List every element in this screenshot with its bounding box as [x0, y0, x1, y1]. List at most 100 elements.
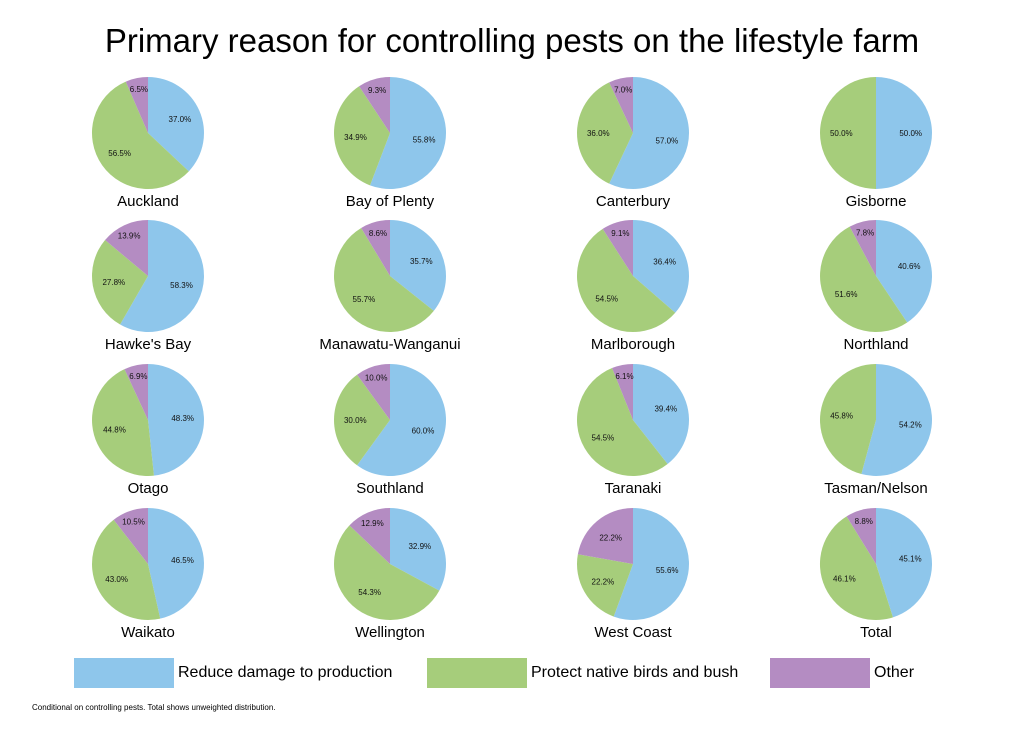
pie-slice	[609, 77, 690, 189]
pie-slice	[124, 364, 148, 420]
legend-label: Reduce damage to production	[178, 664, 393, 681]
data-label: 54.3%	[358, 588, 381, 597]
data-label: 36.0%	[587, 129, 610, 138]
legend-swatch	[427, 658, 527, 688]
pie-10: 39.4% 54.5% 6.1% Taranaki	[577, 364, 689, 497]
pie-slice	[861, 364, 933, 476]
data-label: 45.1%	[899, 555, 922, 564]
pie-slice	[120, 220, 204, 332]
pie-title: Northland	[843, 336, 908, 353]
data-label: 39.4%	[654, 405, 677, 414]
legend-swatch	[770, 658, 870, 688]
data-label: 54.2%	[899, 421, 922, 430]
data-label: 60.0%	[412, 427, 435, 436]
pie-slice	[92, 519, 161, 620]
pie-title: Wellington	[355, 624, 425, 641]
pie-slice	[334, 525, 440, 620]
data-label: 55.6%	[656, 566, 679, 575]
legend-swatch	[74, 658, 174, 688]
pie-11: 54.2% 45.8% Tasman/Nelson	[820, 364, 933, 497]
data-label: 48.3%	[171, 414, 194, 423]
pie-slice	[349, 508, 390, 564]
pie-8: 48.3% 44.8% 6.9% Otago	[92, 364, 204, 497]
data-label: 27.8%	[102, 278, 125, 287]
pie-slice	[361, 220, 390, 276]
pie-slice	[876, 508, 933, 618]
data-label: 58.3%	[170, 281, 193, 290]
pie-title: Bay of Plenty	[346, 193, 435, 210]
data-label: 9.3%	[368, 86, 386, 95]
data-label: 57.0%	[656, 137, 679, 146]
data-label: 9.1%	[611, 229, 629, 238]
pie-6: 36.4% 54.5% 9.1% Marlborough	[576, 220, 690, 353]
pie-slice	[357, 364, 447, 477]
pie-15: 45.1% 46.1% 8.8% Total	[819, 508, 933, 641]
data-label: 54.5%	[595, 295, 618, 304]
pie-slice	[334, 374, 390, 466]
data-label: 40.6%	[898, 262, 921, 271]
data-label: 34.9%	[344, 133, 367, 142]
data-label: 10.0%	[365, 373, 388, 382]
data-label: 37.0%	[169, 115, 192, 124]
pie-slice	[876, 77, 932, 189]
pie-slice	[370, 77, 447, 189]
pie-1: 55.8% 34.9% 9.3% Bay of Plenty	[334, 77, 447, 210]
pie-slice	[91, 81, 189, 190]
pie-slice	[613, 508, 689, 621]
data-label: 8.8%	[855, 517, 873, 526]
data-label: 56.5%	[108, 149, 131, 158]
pie-slice	[359, 77, 390, 133]
pie-slice	[390, 508, 447, 591]
data-label: 35.7%	[410, 257, 433, 266]
pie-slice	[820, 364, 876, 475]
pie-slice	[148, 364, 204, 476]
data-label: 7.8%	[856, 229, 874, 238]
data-label: 7.0%	[614, 85, 632, 94]
pie-2: 57.0% 36.0% 7.0% Canterbury	[577, 77, 690, 210]
legend-label: Other	[874, 664, 915, 681]
data-label: 44.8%	[103, 425, 126, 434]
pie-title: Tasman/Nelson	[824, 480, 927, 497]
pie-slice	[105, 220, 148, 276]
pie-slice	[609, 77, 633, 133]
chart-title: Primary reason for controlling pests on …	[104, 22, 920, 59]
pie-slice	[125, 77, 148, 133]
data-label: 51.6%	[835, 290, 858, 299]
pie-title: Southland	[356, 480, 424, 497]
pie-slice	[846, 508, 876, 564]
pie-title: Total	[860, 624, 892, 641]
pie-slice	[577, 368, 668, 476]
pie-slice	[819, 516, 893, 621]
data-label: 10.5%	[122, 518, 145, 527]
pie-13: 32.9% 54.3% 12.9% Wellington	[334, 508, 447, 641]
data-label: 6.9%	[129, 372, 147, 381]
data-label: 55.7%	[353, 295, 376, 304]
pie-slice	[91, 240, 148, 325]
pie-slice	[577, 507, 633, 564]
pie-title: Hawke's Bay	[105, 336, 192, 353]
pie-slice	[357, 364, 390, 420]
pie-slice	[148, 77, 204, 172]
data-label: 55.8%	[413, 135, 436, 144]
pie-0: 37.0% 56.5% 6.5% Auckland	[91, 77, 204, 210]
footnote: Conditional on controlling pests. Total …	[32, 703, 276, 712]
data-label: 22.2%	[592, 577, 615, 586]
data-label: 6.5%	[130, 85, 148, 94]
pie-title: Manawatu-Wanganui	[319, 336, 460, 353]
pie-slice	[148, 508, 204, 619]
pie-title: Auckland	[117, 193, 179, 210]
pie-slice	[577, 82, 633, 184]
pie-title: Otago	[128, 480, 169, 497]
data-label: 13.9%	[118, 231, 141, 240]
pie-title: Marlborough	[591, 336, 675, 353]
pie-slice	[820, 77, 876, 189]
pie-slice	[876, 220, 932, 323]
legend: Reduce damage to production Protect nati…	[0, 658, 1024, 690]
pie-9: 60.0% 30.0% 10.0% Southland	[334, 364, 447, 497]
pie-slice	[633, 364, 689, 465]
pie-slice	[333, 227, 434, 333]
pie-slice	[612, 364, 633, 420]
pie-slice	[113, 508, 148, 564]
pie-3: 50.0% 50.0% Gisborne	[820, 77, 932, 210]
pie-slice	[849, 220, 876, 276]
